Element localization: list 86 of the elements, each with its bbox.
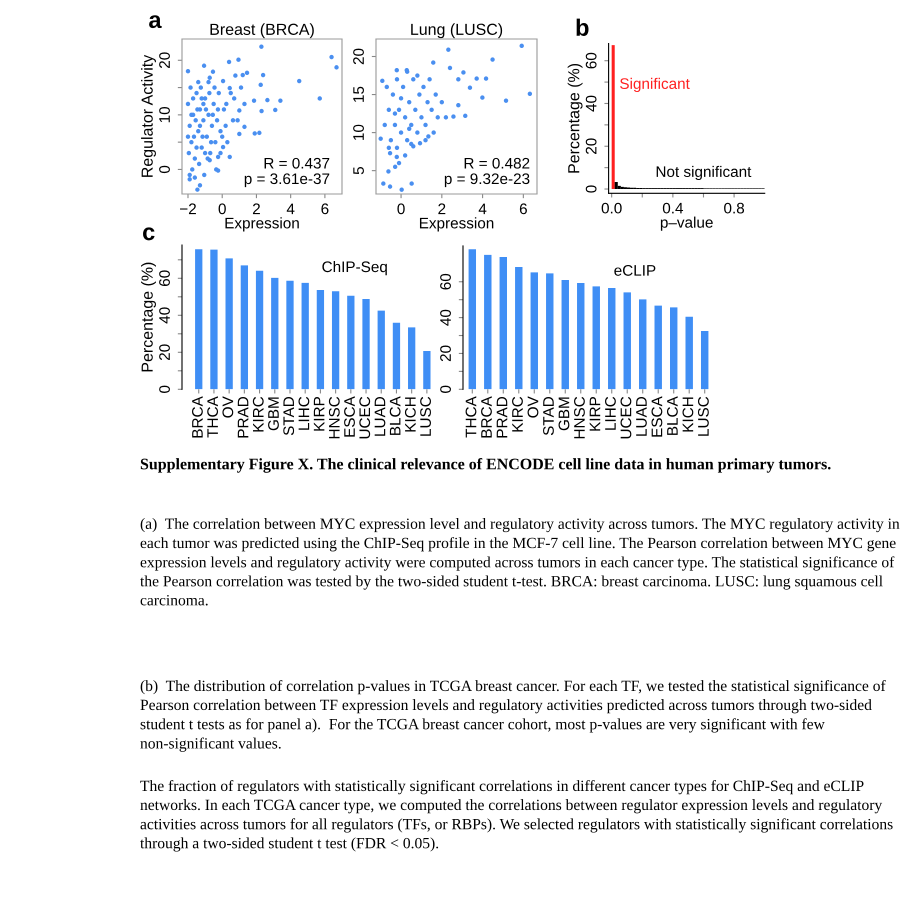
y-axis-title: Percentage (%) [568,64,583,173]
x-tick-label: STAD [543,396,554,436]
x-axis-title: Expression [225,217,299,232]
text: (b) The distribution of correlation p-values in TCGA breast cancer. For each TF, we tested the statistical significance of Pearson correlation between TF expression levels and regulatory activities predicted across tumors through two-sided student t tests as for panel a). For the TCGA breast cancer cohort, most p-values are very significant with few non-significant values. [140,680,886,752]
x-tick-label: BRCA [192,396,203,438]
x-tick-label: 6 [321,203,328,214]
x-tick-label: KICH [404,397,416,432]
x-tick-label: −2 [180,203,196,214]
x-tick-label: 0.8 [724,202,744,214]
annotation: p = 9.32e-23 [444,173,530,188]
y-tick-label: 20 [353,48,364,64]
y-tick-label: 40 [586,96,597,112]
y-tick-label: 0 [440,386,451,393]
x-tick-label: 0.0 [602,202,622,214]
x-tick-label: ESCA [652,396,662,437]
text: (a) The correlation between MYC expression level and regulatory activity across tumors. The MYC regulatory activity in each tumor was predicted using the ChIP-Seq profile in the MCF-7 cell line. The Pearson correlation between MYC gene expression levels and regulatory activity were computed across tumors in each cancer type. The statistical significance of the Pearson correlation was tested by the two-sided student t-test. BRCA: breast carcinoma. LUSC: lung squamous cell carcinoma. [140,518,900,606]
x-tick-label: THCA [466,396,476,438]
x-tick-label: LIHC [298,396,310,430]
x-tick-label: PRAD [238,396,248,438]
x-tick-label: 0.4 [662,202,684,214]
x-tick-label: UCEC [359,396,370,438]
x-tick-label: BLCA [667,396,678,435]
annotation: R = 0.482 [464,158,530,169]
y-tick-label: 15 [353,86,364,102]
y-tick-label: 60 [440,274,451,290]
x-tick-label: 2 [252,203,260,214]
x-tick-label: GBM [268,398,279,430]
text: eCLIP [614,264,656,276]
text: b [576,18,588,36]
series-label: Not significant [656,166,752,180]
y-tick-label: 0 [159,386,170,393]
x-tick-label: 4 [286,204,294,214]
x-tick-label: PRAD [496,396,508,438]
y-axis-title: Regulator Activity [141,54,156,177]
x-axis-title: p–value [660,216,713,231]
x-tick-label: KIRP [590,397,600,431]
x-tick-label: KIRP [314,397,324,431]
x-tick-label: 4 [478,204,486,214]
x-tick-label: GBM [558,398,570,430]
y-tick-label: 20 [440,346,451,362]
annotation: p = 3.61e-37 [244,173,330,188]
chart-title: Lung (LUSC) [411,23,502,38]
x-tick-label: BRCA [481,396,492,438]
x-tick-label: KIRC [512,396,523,432]
x-tick-label: LUAD [374,396,386,436]
chart-title: Breast (BRCA) [210,23,314,38]
x-tick-label: HNSC [574,396,585,438]
y-tick-label: 60 [159,270,170,286]
y-tick-label: 20 [586,138,597,154]
x-tick-label: THCA [207,396,218,438]
x-tick-label: 2 [438,203,446,214]
text: c [143,227,155,240]
y-tick-label: 40 [440,310,451,326]
text: Supplementary Figure X. The clinical relevance of ENCODE cell line data in human primary tumors. [140,458,831,473]
y-tick-label: 0 [159,166,170,174]
y-tick-label: 40 [159,307,170,324]
text: The fraction of regulators with statistically significant correlations in different cancer types for ChIP-Seq and eCLIP networks. In each TCGA cancer type, we computed the correlations between regulator expression levels and regulatory activities across tumors for all regulators (TFs, or RBPs). We selected regulators with statistically significant correlations through a two-sided student t test (FDR < 0.05). [140,780,893,852]
y-tick-label: 0 [586,185,597,193]
x-tick-label: LIHC [605,396,616,430]
x-tick-label: LUSC [698,396,709,436]
x-tick-label: 0 [218,203,226,214]
x-tick-label: UCEC [620,396,632,438]
x-tick-label: LUAD [636,396,647,436]
y-tick-label: 20 [159,344,170,360]
annotation: R = 0.437 [264,158,330,169]
y-tick-label: 5 [353,167,364,174]
x-tick-label: KIRC [252,396,264,432]
text: ChIP-Seq [322,260,387,276]
y-tick-label: 10 [353,124,364,140]
x-tick-label: BLCA [390,396,401,435]
text: a [149,15,162,28]
x-tick-label: 6 [520,203,527,214]
x-tick-label: KICH [682,397,694,432]
series-label: Significant [620,78,690,92]
y-tick-label: 10 [159,106,170,122]
x-tick-label: ESCA [344,396,355,437]
x-tick-label: OV [222,396,234,418]
y-axis-title: Percentage (%) [141,262,156,372]
x-tick-label: STAD [283,396,294,436]
y-tick-label: 20 [159,52,170,68]
x-tick-label: OV [528,396,538,418]
y-tick-label: 60 [586,52,597,68]
x-tick-label: HNSC [328,396,340,438]
x-tick-label: LUSC [420,396,431,436]
x-tick-label: 0 [397,203,405,214]
x-axis-title: Expression [420,217,494,232]
